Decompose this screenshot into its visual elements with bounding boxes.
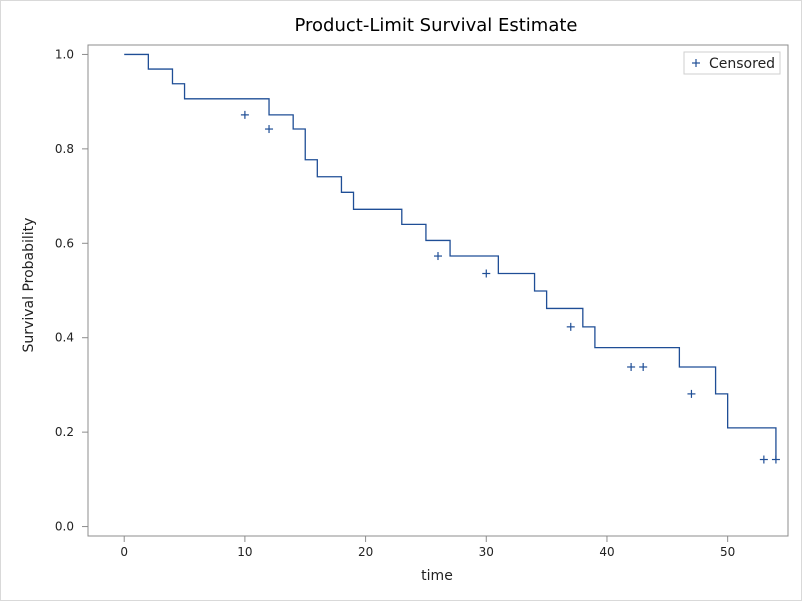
survival-curve: [124, 53, 777, 460]
x-tick-label: 50: [720, 545, 735, 559]
censored-point: [771, 455, 780, 464]
censored-point: [482, 269, 491, 278]
censored-point: [639, 362, 648, 371]
plot-area: [87, 44, 789, 537]
x-tick-label: 20: [358, 545, 373, 559]
legend-censored-marker: [692, 59, 700, 67]
y-tick-label: 0.0: [55, 520, 74, 534]
x-axis-label: time: [421, 568, 453, 584]
x-axis: 0 10 20 30 40 50: [120, 536, 735, 559]
x-tick-label: 40: [599, 545, 614, 559]
censored-point: [265, 125, 274, 134]
x-tick-label: 10: [237, 545, 252, 559]
censored-point: [566, 322, 575, 331]
censored-point: [687, 389, 696, 398]
chart-title: Product-Limit Survival Estimate: [295, 15, 578, 36]
y-tick-label: 0.4: [55, 331, 74, 345]
legend-censored-label: Censored: [709, 56, 775, 72]
censored-point: [434, 252, 442, 261]
censored-point: [759, 455, 768, 464]
x-tick-label: 0: [120, 545, 128, 559]
x-tick-label: 30: [479, 545, 494, 559]
y-tick-label: 1.0: [55, 47, 74, 61]
censored-point: [627, 362, 636, 371]
legend: Censored: [683, 51, 781, 75]
y-tick-label: 0.6: [55, 236, 74, 250]
censored-point: [240, 110, 249, 119]
y-axis-label: Survival Probability: [21, 218, 37, 353]
y-axis: 0.0 0.2 0.4 0.6 0.8 1.0: [55, 47, 88, 534]
y-tick-label: 0.8: [55, 142, 74, 156]
y-tick-label: 0.2: [55, 425, 74, 439]
censor-marks: [240, 110, 780, 464]
series-layer: [124, 53, 777, 460]
legend-box: [683, 51, 781, 75]
legend-plus: [692, 59, 700, 67]
